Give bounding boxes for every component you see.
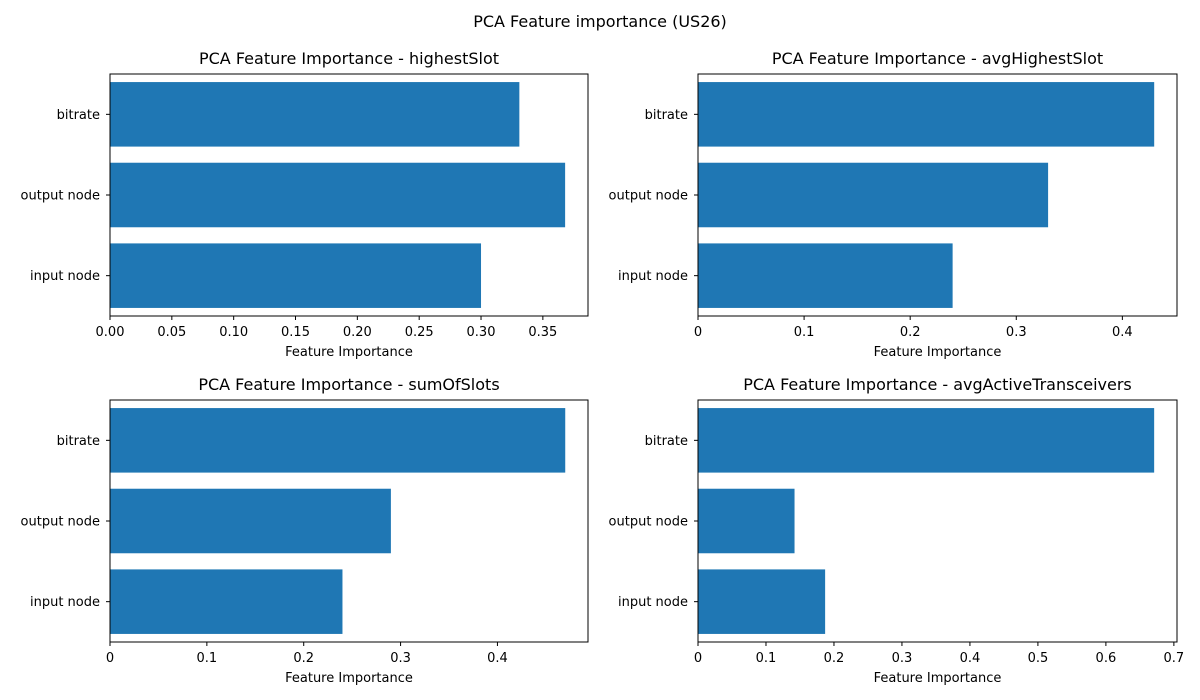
- x-axis-label: Feature Importance: [874, 345, 1002, 360]
- subplot-2: PCA Feature Importance - avgHighestSlot b…: [609, 49, 1178, 360]
- y-tick-label: input node: [30, 269, 100, 284]
- y-tick-label: output node: [609, 189, 688, 204]
- axes-frame: [109, 73, 589, 317]
- x-tick-label: 0.3: [1006, 325, 1027, 340]
- bar-input-node: [110, 243, 482, 308]
- subplot-title: PCA Feature Importance - highestSlot: [199, 49, 499, 68]
- y-tick-label: output node: [609, 515, 688, 530]
- y-tick-label: bitrate: [57, 434, 100, 449]
- x-tick-label: 0.1: [197, 651, 218, 666]
- x-tick-label: 0.1: [756, 651, 777, 666]
- y-tick-label: output node: [21, 515, 100, 530]
- subplot-1: PCA Feature Importance - highestSlot bitr…: [21, 49, 589, 360]
- x-tick-label: 0.35: [528, 325, 557, 340]
- x-tick-label: 0.05: [157, 325, 186, 340]
- bar-bitrate: [110, 82, 520, 147]
- bar-output-node: [110, 162, 566, 228]
- x-tick-label: 0.30: [467, 325, 496, 340]
- x-tick-label: 0: [694, 325, 702, 340]
- subplot-title: PCA Feature Importance - avgActiveTransc…: [743, 375, 1132, 394]
- x-tick-label: 0.25: [405, 325, 434, 340]
- bar-input-node: [698, 243, 953, 308]
- y-tick-label: input node: [30, 595, 100, 610]
- x-tick-label: 0.3: [390, 651, 411, 666]
- x-tick-label: 0.2: [293, 651, 314, 666]
- x-tick-label: 0.2: [824, 651, 845, 666]
- x-tick-label: 0.4: [1112, 325, 1133, 340]
- x-tick-label: 0.6: [1096, 651, 1117, 666]
- x-tick-label: 0: [694, 651, 702, 666]
- bar-output-node: [698, 162, 1049, 228]
- x-tick-label: 0.15: [281, 325, 310, 340]
- bar-input-node: [698, 569, 826, 634]
- x-tick-label: 0.7: [1164, 651, 1185, 666]
- y-tick-label: input node: [618, 269, 688, 284]
- x-tick-label: 0.20: [343, 325, 372, 340]
- subplot-title: PCA Feature Importance - sumOfSlots: [198, 375, 499, 394]
- x-tick-label: 0.3: [892, 651, 913, 666]
- x-tick-label: 0.00: [96, 325, 125, 340]
- x-axis-label: Feature Importance: [285, 671, 413, 686]
- axes-frame: [697, 73, 1178, 317]
- x-axis-label: Feature Importance: [285, 345, 413, 360]
- bar-bitrate: [110, 408, 566, 473]
- bar-output-node: [110, 488, 391, 554]
- x-tick-label: 0.4: [960, 651, 981, 666]
- x-tick-label: 0.1: [794, 325, 815, 340]
- axes-frame: [697, 399, 1178, 643]
- subplot-3: PCA Feature Importance - sumOfSlots bitra…: [21, 375, 589, 686]
- bar-bitrate: [698, 408, 1155, 473]
- y-tick-label: bitrate: [57, 108, 100, 123]
- subplot-title: PCA Feature Importance - avgHighestSlot: [772, 49, 1103, 68]
- bar-output-node: [698, 488, 795, 554]
- y-tick-label: bitrate: [645, 108, 688, 123]
- subplot-4: PCA Feature Importance - avgActiveTransc…: [609, 375, 1185, 686]
- x-tick-label: 0.2: [900, 325, 921, 340]
- axes-frame: [109, 399, 589, 643]
- y-tick-label: input node: [618, 595, 688, 610]
- bar-bitrate: [698, 82, 1155, 147]
- figure-suptitle: PCA Feature importance (US26): [473, 12, 727, 31]
- x-axis-label: Feature Importance: [874, 671, 1002, 686]
- x-tick-label: 0.4: [487, 651, 508, 666]
- y-tick-label: output node: [21, 189, 100, 204]
- x-tick-label: 0: [106, 651, 114, 666]
- x-tick-label: 0.5: [1028, 651, 1049, 666]
- bar-input-node: [110, 569, 343, 634]
- y-tick-label: bitrate: [645, 434, 688, 449]
- x-tick-label: 0.10: [219, 325, 248, 340]
